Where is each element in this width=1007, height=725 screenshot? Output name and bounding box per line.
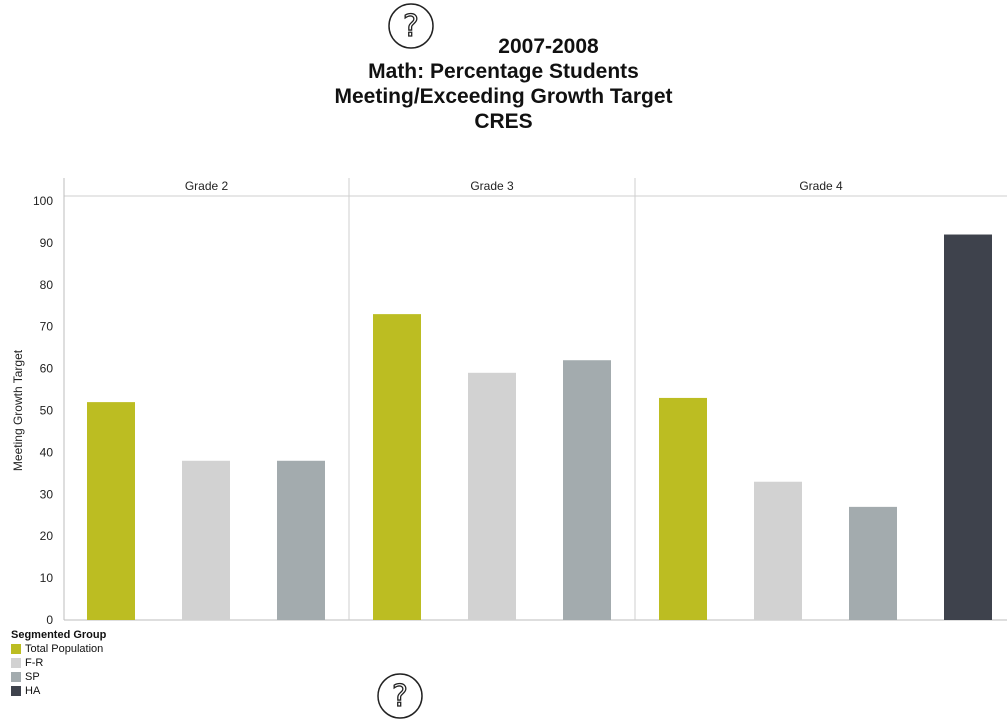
y-tick-label: 100 — [33, 194, 53, 208]
legend: Segmented Group Total Population F-R SP HA — [11, 628, 106, 698]
bar — [87, 402, 135, 620]
bar — [373, 314, 421, 620]
chart-title: 2007-2008 Math: Percentage Students Meet… — [0, 34, 1007, 134]
legend-label: Total Population — [25, 643, 104, 655]
y-tick-label: 40 — [40, 445, 54, 459]
help-icon[interactable]: ? — [387, 2, 435, 50]
bar — [563, 360, 611, 620]
legend-item: Total Population — [11, 642, 106, 656]
y-tick-label: 70 — [40, 320, 54, 334]
y-tick-label: 10 — [40, 571, 54, 585]
legend-label: F-R — [25, 657, 44, 669]
panel-label: Grade 4 — [799, 179, 843, 193]
title-line-2: Math: Percentage Students — [368, 60, 639, 83]
help-icon[interactable]: ? — [376, 672, 424, 720]
legend-swatch — [11, 672, 21, 682]
bar — [659, 397, 707, 620]
y-tick-label: 30 — [40, 487, 54, 501]
bar — [849, 506, 897, 620]
y-tick-label: 20 — [40, 529, 54, 543]
bar-chart: Grade 2 Grade 3 Grade 4 0 10 20 30 40 50 60 70 80 90… — [11, 178, 1007, 627]
y-tick-label: 50 — [40, 404, 54, 418]
bar — [754, 481, 802, 620]
y-tick-label: 80 — [40, 278, 54, 292]
panel-label: Grade 2 — [185, 179, 229, 193]
bar — [944, 234, 992, 620]
bar — [468, 372, 516, 620]
title-line-3: Meeting/Exceeding Growth Target — [334, 85, 673, 108]
y-tick-label: 90 — [40, 236, 54, 250]
y-axis-label: Meeting Growth Target — [11, 349, 25, 471]
panel-label: Grade 3 — [470, 179, 514, 193]
bar — [182, 460, 230, 620]
legend-title: Segmented Group — [11, 629, 107, 641]
y-tick-label: 60 — [40, 362, 54, 376]
y-tick-label: 0 — [46, 613, 53, 627]
legend-item: HA — [11, 684, 106, 698]
legend-item: SP — [11, 670, 106, 684]
title-line-4: CRES — [474, 110, 533, 133]
legend-swatch — [11, 686, 21, 696]
legend-label: HA — [25, 685, 41, 697]
svg-text:?: ? — [403, 9, 419, 44]
legend-label: SP — [25, 671, 40, 683]
legend-item: F-R — [11, 656, 106, 670]
svg-text:?: ? — [392, 679, 408, 714]
title-line-1: 2007-2008 — [498, 35, 599, 58]
legend-swatch — [11, 658, 21, 668]
legend-swatch — [11, 644, 21, 654]
bar — [277, 460, 325, 620]
